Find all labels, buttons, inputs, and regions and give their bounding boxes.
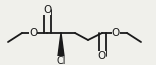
Text: O: O — [112, 28, 120, 38]
Text: O: O — [98, 51, 106, 61]
Text: O: O — [43, 5, 51, 15]
Polygon shape — [58, 33, 64, 56]
Text: Cl: Cl — [56, 56, 66, 65]
Text: O: O — [29, 28, 37, 38]
